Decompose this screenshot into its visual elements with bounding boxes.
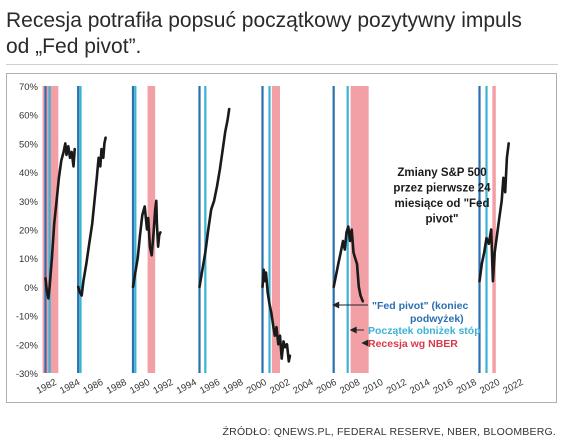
annotation-title-line: przez pierwsze 24 — [393, 183, 491, 195]
sp500-series-line-5 — [332, 225, 365, 303]
recession-band-3 — [350, 86, 369, 373]
title-divider — [6, 64, 558, 65]
legend-arrowhead-rate_cut — [349, 326, 357, 334]
x-tick-label: 2020 — [478, 377, 502, 397]
recession-band-2 — [271, 86, 280, 373]
legend-arrowhead-recession — [361, 339, 369, 347]
y-tick-label: -20% — [16, 340, 39, 351]
x-tick-label: 2000 — [245, 377, 269, 397]
x-tick-label: 2018 — [455, 377, 479, 397]
x-tick-label: 1988 — [105, 377, 129, 397]
annotation-title-line: miesiące od "Fed — [395, 198, 490, 210]
source-note: ŹRÓDŁO: QNEWS.PL, FEDERAL RESERVE, NBER,… — [222, 426, 556, 438]
recession-band-1 — [147, 86, 156, 373]
legend-label-fed_pivot: "Fed pivot" (koniec — [372, 300, 468, 312]
y-tick-label: 0% — [24, 283, 38, 294]
y-tick-label: 60% — [19, 111, 39, 122]
sp500-series-line-6 — [478, 142, 510, 283]
title-line-1: Recesja potrafiła popsuć początkowy pozy… — [6, 9, 522, 32]
x-tick-label: 1998 — [221, 377, 245, 397]
legend-label-rate_cut: Początek obniżek stóp — [368, 325, 481, 337]
x-tick-label: 1990 — [128, 377, 152, 397]
recession-band-4 — [492, 86, 496, 373]
legend-label-recession: Recesja wg NBER — [368, 338, 458, 350]
annotation-title-line: Zmiany S&P 500 — [397, 167, 486, 179]
y-tick-label: 50% — [19, 139, 39, 150]
y-tick-label: -10% — [16, 312, 39, 323]
sp500-series-line-3 — [198, 107, 231, 289]
x-tick-label: 2014 — [408, 377, 432, 397]
x-tick-label: 2004 — [291, 377, 315, 397]
y-tick-label: 30% — [19, 197, 39, 208]
x-tick-label: 1994 — [175, 377, 199, 397]
x-tick-label: 1996 — [198, 377, 222, 397]
y-tick-label: 70% — [19, 82, 39, 93]
x-tick-label: 2022 — [501, 377, 525, 397]
sp500-series-line-1 — [76, 136, 107, 297]
chart-frame — [6, 73, 557, 403]
x-tick-label: 1982 — [35, 377, 59, 397]
x-tick-label: 2010 — [361, 377, 385, 397]
x-tick-label: 1986 — [81, 377, 105, 397]
y-tick-label: -30% — [16, 369, 39, 380]
sp500-series-line-0 — [44, 142, 76, 300]
legend-label-fed_pivot-line2: podwyżek) — [410, 313, 464, 325]
x-tick-label: 2008 — [338, 377, 362, 397]
y-tick-label: 20% — [19, 226, 39, 237]
sp500-series-line-2 — [131, 199, 162, 289]
annotation-title-line: pivot" — [426, 214, 459, 226]
x-tick-label: 2016 — [431, 377, 455, 397]
x-tick-label: 1992 — [151, 377, 175, 397]
x-tick-label: 2002 — [268, 377, 292, 397]
sp500-series-line-4 — [261, 268, 292, 363]
y-tick-label: 40% — [19, 168, 39, 179]
page-title: Recesja potrafiła popsuć początkowy pozy… — [6, 8, 546, 60]
x-tick-label: 2006 — [315, 377, 339, 397]
x-tick-label: 1984 — [58, 377, 82, 397]
y-tick-label: 10% — [19, 254, 39, 265]
title-line-2: od „Fed pivot”. — [6, 35, 142, 58]
x-tick-label: 2012 — [385, 377, 409, 397]
legend-arrowhead-fed_pivot — [332, 301, 340, 309]
